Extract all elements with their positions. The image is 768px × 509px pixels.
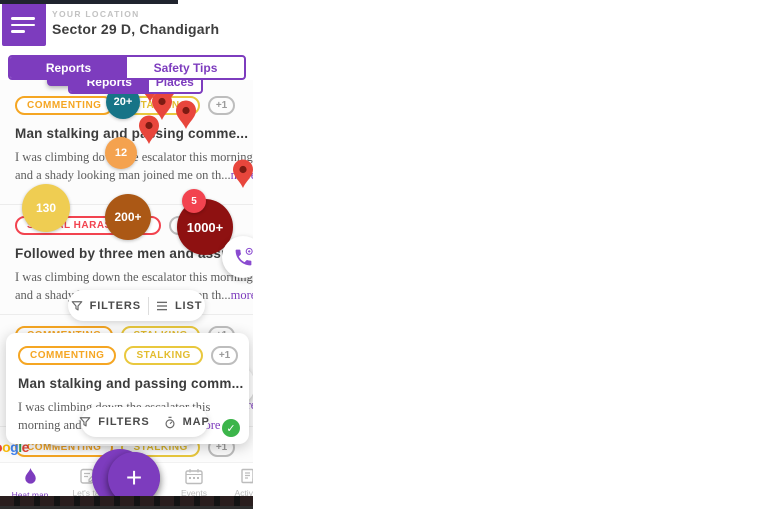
- nav-label: Let's talk: [72, 488, 106, 498]
- google-logo: oogle: [0, 439, 29, 455]
- panel-divider: [253, 0, 256, 509]
- map-pin[interactable]: [151, 91, 173, 121]
- filter-funnel-icon: [71, 300, 82, 310]
- verified-check-icon: ✓: [222, 419, 240, 437]
- tab-safety-tips[interactable]: Safety Tips: [153, 60, 218, 75]
- menu-button[interactable]: [2, 2, 46, 46]
- cluster-200[interactable]: 200+: [105, 194, 151, 240]
- nav-events[interactable]: Events: [164, 468, 224, 498]
- filter-funnel-icon: [79, 417, 91, 427]
- nav-label: Activity: [234, 488, 256, 498]
- status-bar: [0, 0, 178, 4]
- report-title: Man stalking and passing comme...: [15, 126, 249, 141]
- map-pin[interactable]: [138, 115, 160, 145]
- panel-divider: [509, 0, 512, 509]
- tab-reports[interactable]: Reports: [10, 57, 127, 78]
- filters-list-pill[interactable]: FILTERS LIST: [68, 290, 205, 321]
- add-report-fab[interactable]: +: [108, 452, 160, 504]
- calendar-icon: [185, 469, 203, 485]
- filters-button[interactable]: FILTERS: [98, 416, 150, 428]
- your-location-label: YOUR LOCATION: [52, 9, 140, 19]
- map-pin[interactable]: [232, 159, 254, 189]
- filters-map-pill[interactable]: FILTERS MAP: [79, 407, 210, 437]
- tag-stalking[interactable]: STALKING: [124, 346, 203, 365]
- phone-plus-icon: [235, 247, 253, 265]
- cluster-130[interactable]: 130: [22, 184, 70, 232]
- cluster-12[interactable]: 12: [105, 137, 137, 169]
- more-link[interactable]: more: [230, 288, 256, 303]
- nav-activity[interactable]: Activity: [218, 468, 256, 498]
- nav-label: Heat map: [11, 490, 49, 500]
- cluster-5[interactable]: 5: [182, 189, 206, 213]
- location-header[interactable]: YOUR LOCATION Sector 29 D, Chandigarh: [0, 0, 256, 47]
- nav-label: Events: [181, 488, 207, 498]
- emergency-call-button[interactable]: [222, 236, 256, 278]
- flame-icon: [24, 468, 36, 484]
- list-view-tabs: Reports Safety Tips: [8, 55, 246, 80]
- list-icon: [156, 301, 167, 310]
- tag-extra-count[interactable]: +1: [210, 346, 239, 365]
- list-button[interactable]: LIST: [174, 299, 203, 312]
- nav-heat-map[interactable]: Heat map: [2, 468, 58, 500]
- bottom-border-line: [0, 506, 256, 509]
- pill-divider: [147, 296, 149, 315]
- news-ticker-bar: [0, 496, 256, 509]
- map-pin[interactable]: [175, 100, 197, 130]
- tag-extra-count[interactable]: +1: [207, 96, 236, 115]
- report-title: Man stalking and passing comm...: [18, 376, 244, 391]
- filters-button[interactable]: FILTERS: [89, 299, 141, 312]
- location-value[interactable]: Sector 29 D, Chandigarh: [52, 21, 220, 37]
- tag-commenting[interactable]: COMMENTING: [15, 96, 114, 115]
- tag-commenting[interactable]: COMMENTING: [18, 346, 117, 365]
- compass-map-icon: [165, 416, 175, 428]
- map-button[interactable]: MAP: [182, 416, 210, 428]
